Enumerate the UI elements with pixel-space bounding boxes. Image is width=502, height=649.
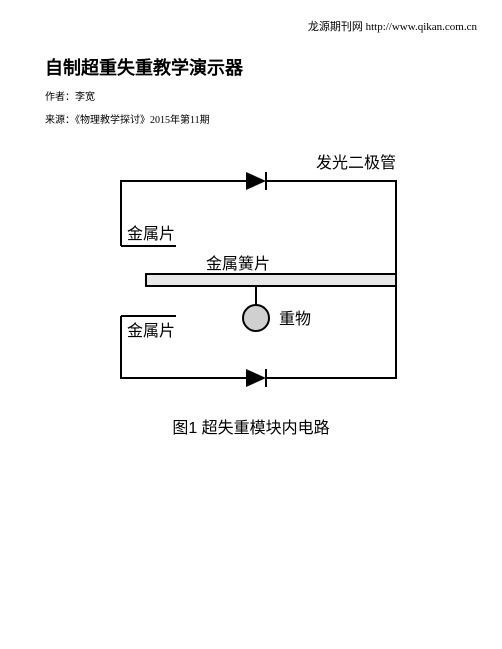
label-metal-top: 金属片 (127, 225, 175, 243)
diagram-caption: 图1 超失重模块内电路 (0, 414, 502, 438)
label-weight: 重物 (279, 310, 311, 328)
header-source: 龙源期刊网 http://www.qikan.com.cn (0, 0, 502, 34)
circuit-diagram: 发光二极管 金属片 金属簧片 金属片 重物 (61, 146, 441, 406)
article-title: 自制超重失重教学演示器 (0, 34, 502, 80)
label-spring: 金属簧片 (206, 254, 270, 273)
label-led: 发光二极管 (316, 154, 396, 172)
article-source: 来源：《物理教学探讨》2015年第11期 (0, 103, 502, 126)
label-metal-bottom: 金属片 (127, 322, 175, 340)
article-author: 作者：李宽 (0, 80, 502, 103)
